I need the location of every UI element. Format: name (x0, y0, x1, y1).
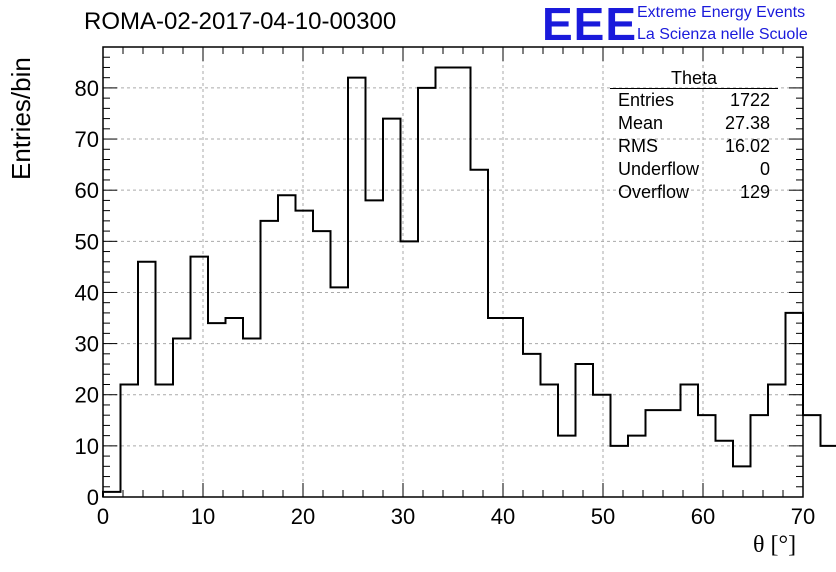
histogram-bin (436, 67, 454, 497)
y-tick-label: 70 (75, 127, 99, 152)
histogram-bin (226, 318, 244, 497)
x-tick-label: 60 (691, 504, 715, 529)
y-tick-label: 20 (75, 383, 99, 408)
x-tick-label: 70 (791, 504, 815, 529)
y-tick-label: 0 (87, 485, 99, 510)
histogram-bin (576, 364, 594, 497)
histogram-bin (173, 338, 191, 497)
histogram-bin (296, 211, 314, 497)
y-tick-label: 10 (75, 434, 99, 459)
histogram-bin (418, 88, 436, 497)
stats-value: 27.38 (724, 113, 770, 133)
histogram-bin (278, 195, 296, 497)
histogram-bin (593, 395, 611, 497)
histogram-bin (121, 385, 139, 498)
y-tick-label: 60 (75, 178, 99, 203)
logo-line-1: Extreme Energy Events (637, 4, 806, 21)
x-tick-label: 10 (191, 504, 215, 529)
x-tick-label: 40 (491, 504, 515, 529)
histogram-bin (646, 410, 664, 497)
histogram-bin (698, 415, 716, 497)
histogram-bin (243, 338, 261, 497)
histogram-bin (331, 287, 349, 497)
histogram-bin (453, 67, 471, 497)
x-axis-label: θ [°] (753, 532, 797, 558)
y-axis-label: Entries/bin (6, 57, 36, 180)
histogram-bin (488, 318, 506, 497)
stats-label: RMS (618, 136, 658, 156)
histogram-bin (261, 221, 279, 497)
histogram-bin (348, 78, 366, 497)
histogram-bin (786, 313, 804, 497)
stats-title: Theta (610, 68, 778, 89)
x-tick-label: 50 (591, 504, 615, 529)
stats-label: Underflow (618, 159, 700, 179)
histogram-bin (103, 492, 121, 497)
x-tick-label: 30 (391, 504, 415, 529)
histogram-bin (558, 436, 576, 497)
histogram-bin (208, 323, 226, 497)
stats-value: 0 (759, 159, 770, 179)
stats-value: 129 (739, 182, 770, 202)
histogram-bin (663, 410, 681, 497)
histogram-bin (541, 385, 559, 498)
histogram-bin (733, 466, 751, 497)
histogram-bin (401, 241, 419, 497)
logo-line-2: La Scienza nelle Scuole (637, 26, 808, 43)
stats-row-underflow: Underflow 0 (610, 158, 778, 181)
histogram-bin (156, 385, 174, 498)
histogram-bin (751, 415, 769, 497)
histogram-bin (523, 354, 541, 497)
eee-logo: EEE (542, 0, 638, 50)
histogram-bin (768, 385, 786, 498)
histogram-bin (821, 446, 836, 497)
histogram-bin (191, 257, 209, 497)
y-tick-label: 80 (75, 76, 99, 101)
histogram-bin (628, 436, 646, 497)
histogram-bin (681, 385, 699, 498)
histogram-bin (506, 318, 524, 497)
histogram-series (102, 66, 836, 497)
histogram-bin (138, 262, 156, 497)
y-tick-label: 50 (75, 229, 99, 254)
stats-row-entries: Entries 1722 (610, 89, 778, 112)
stats-box: Theta Entries 1722 Mean 27.38 RMS 16.02 … (610, 68, 778, 204)
stats-value: 16.02 (724, 136, 770, 156)
histogram-bin (716, 441, 734, 497)
stats-value: 1722 (729, 90, 770, 110)
histogram-bin (383, 119, 401, 497)
histogram-bin (366, 200, 384, 497)
histogram-bin (471, 170, 489, 497)
x-tick-label: 20 (291, 504, 315, 529)
histogram-bin (611, 446, 629, 497)
y-tick-label: 40 (75, 280, 99, 305)
stats-row-mean: Mean 27.38 (610, 112, 778, 135)
chart-title: ROMA-02-2017-04-10-00300 (84, 8, 397, 35)
histogram-bin (803, 415, 821, 497)
y-tick-label: 30 (75, 332, 99, 357)
stats-label: Entries (618, 90, 675, 110)
stats-row-rms: RMS 16.02 (610, 135, 778, 158)
histogram-bin (313, 231, 331, 497)
x-tick-label: 0 (97, 504, 109, 529)
stats-row-overflow: Overflow 129 (610, 181, 778, 204)
stats-label: Mean (618, 113, 664, 133)
stats-label: Overflow (618, 182, 690, 202)
